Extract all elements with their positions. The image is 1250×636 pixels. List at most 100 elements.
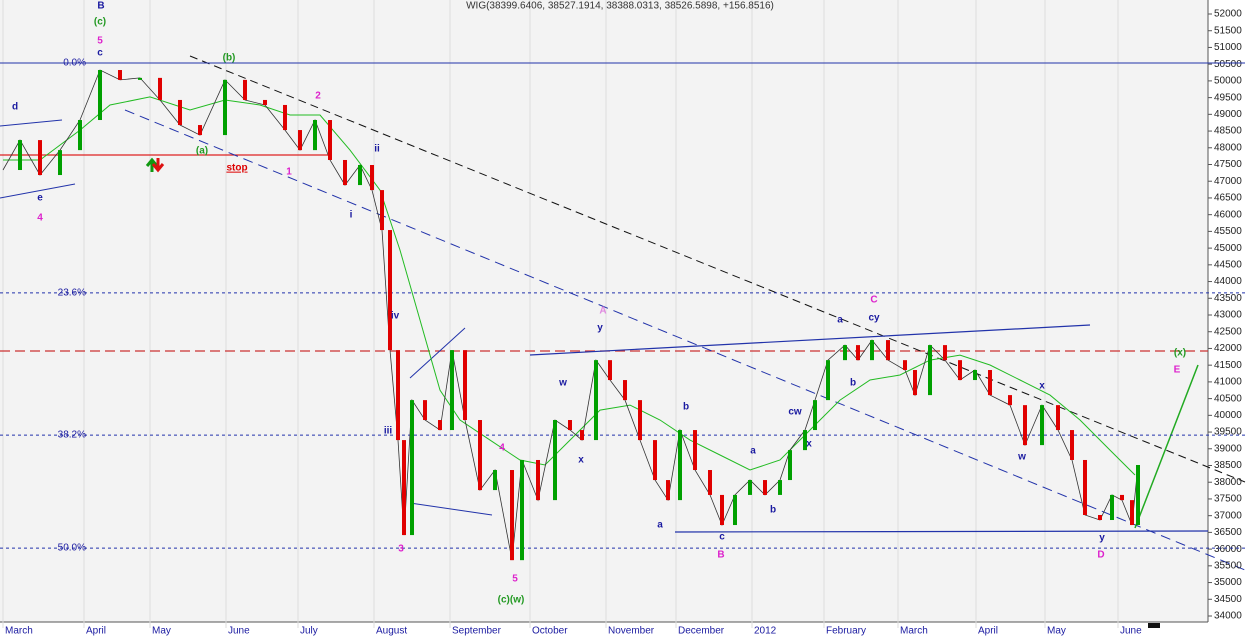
wave-label: B <box>97 1 104 12</box>
candle <box>720 494 724 526</box>
candle <box>580 430 584 441</box>
y-tick-label: 43500 <box>1214 293 1242 304</box>
wave-label: e <box>37 193 43 204</box>
x-tick-label: March <box>900 626 928 636</box>
y-tick-label: 39500 <box>1214 427 1242 438</box>
candle <box>653 440 657 481</box>
y-tick-label: 40000 <box>1214 410 1242 421</box>
candle <box>788 450 792 481</box>
candle <box>1008 395 1012 406</box>
candle <box>638 400 642 441</box>
wave-label: iv <box>391 311 400 322</box>
candle <box>608 360 612 381</box>
candle <box>478 420 482 491</box>
x-tick-label: November <box>608 626 655 636</box>
y-tick-label: 42500 <box>1214 326 1242 337</box>
y-tick-label: 45500 <box>1214 226 1242 237</box>
candle <box>778 480 782 495</box>
y-tick-label: 38000 <box>1214 477 1242 488</box>
candle <box>943 345 947 361</box>
scroll-marker <box>1148 623 1160 628</box>
trend-line <box>189 55 1246 483</box>
plot-background <box>0 0 1208 622</box>
y-tick-label: 34000 <box>1214 611 1242 622</box>
candle <box>380 190 384 231</box>
projection-line <box>1134 364 1199 529</box>
wave-label: (c) <box>94 17 106 28</box>
candle <box>708 470 712 495</box>
candle <box>463 350 467 421</box>
wave-label: c <box>97 48 103 59</box>
y-tick-label: 36000 <box>1214 544 1242 555</box>
wave-label: (c)(w) <box>498 595 525 606</box>
wave-label: w <box>1017 452 1026 463</box>
trend-lines <box>0 55 1246 628</box>
wave-label: x <box>806 439 812 450</box>
y-tick-label: 41000 <box>1214 377 1242 388</box>
candle <box>520 459 524 561</box>
candle <box>402 440 406 536</box>
candle <box>158 77 162 100</box>
y-tick-label: 51500 <box>1214 25 1242 36</box>
y-tick-label: 38500 <box>1214 460 1242 471</box>
wave-label: i <box>350 210 353 221</box>
candle <box>98 70 102 121</box>
y-tick-label: 37500 <box>1214 494 1242 505</box>
wave-label: b <box>683 402 689 413</box>
candle <box>1098 514 1102 521</box>
candle <box>198 125 202 136</box>
candle <box>1023 405 1027 446</box>
wave-label: ii <box>374 144 380 155</box>
candle <box>438 420 442 431</box>
x-tick-label: April <box>86 626 106 636</box>
wave-label: d <box>12 102 18 113</box>
trend-line <box>409 327 466 379</box>
wave-label: 1 <box>286 167 292 178</box>
trend-line <box>0 183 76 199</box>
series-line <box>2 69 1139 561</box>
wave-label: 3 <box>398 544 404 555</box>
x-tick-label: February <box>826 626 866 636</box>
x-tick-label: June <box>1120 626 1142 636</box>
candle <box>493 470 497 491</box>
candle <box>928 345 932 396</box>
y-tick-label: 39000 <box>1214 443 1242 454</box>
candle <box>763 480 767 495</box>
y-tick-label: 48000 <box>1214 142 1242 153</box>
candle <box>328 120 332 160</box>
wave-label: x <box>578 455 584 466</box>
candle <box>1130 500 1134 526</box>
candle <box>313 120 317 151</box>
candle <box>1056 405 1060 431</box>
y-tick-label: 34500 <box>1214 594 1242 605</box>
candle <box>358 165 362 186</box>
candle <box>988 370 992 396</box>
candle <box>263 99 267 105</box>
y-tick-label: 37000 <box>1214 510 1242 521</box>
wave-label: a <box>750 446 756 457</box>
candle <box>58 150 62 176</box>
candle <box>510 470 514 561</box>
candle <box>298 130 302 151</box>
candle <box>396 350 400 441</box>
y-tick-label: 44500 <box>1214 259 1242 270</box>
candle <box>138 77 142 80</box>
x-tick-label: September <box>452 626 502 636</box>
y-tick-label: 35000 <box>1214 577 1242 588</box>
x-tick-label: May <box>152 626 171 636</box>
candle <box>450 350 454 431</box>
wave-label: w <box>558 378 567 389</box>
candle <box>1070 430 1074 460</box>
candle <box>973 370 977 381</box>
candle <box>410 400 414 536</box>
wave-label: (x) <box>1174 348 1186 359</box>
x-tick-label: May <box>1047 626 1066 636</box>
candle <box>748 480 752 495</box>
y-tick-label: 47500 <box>1214 159 1242 170</box>
candle <box>283 104 287 131</box>
candle <box>1083 459 1087 515</box>
wave-label: E <box>1174 365 1181 376</box>
candle <box>1110 494 1114 521</box>
series-line <box>3 96 1136 476</box>
